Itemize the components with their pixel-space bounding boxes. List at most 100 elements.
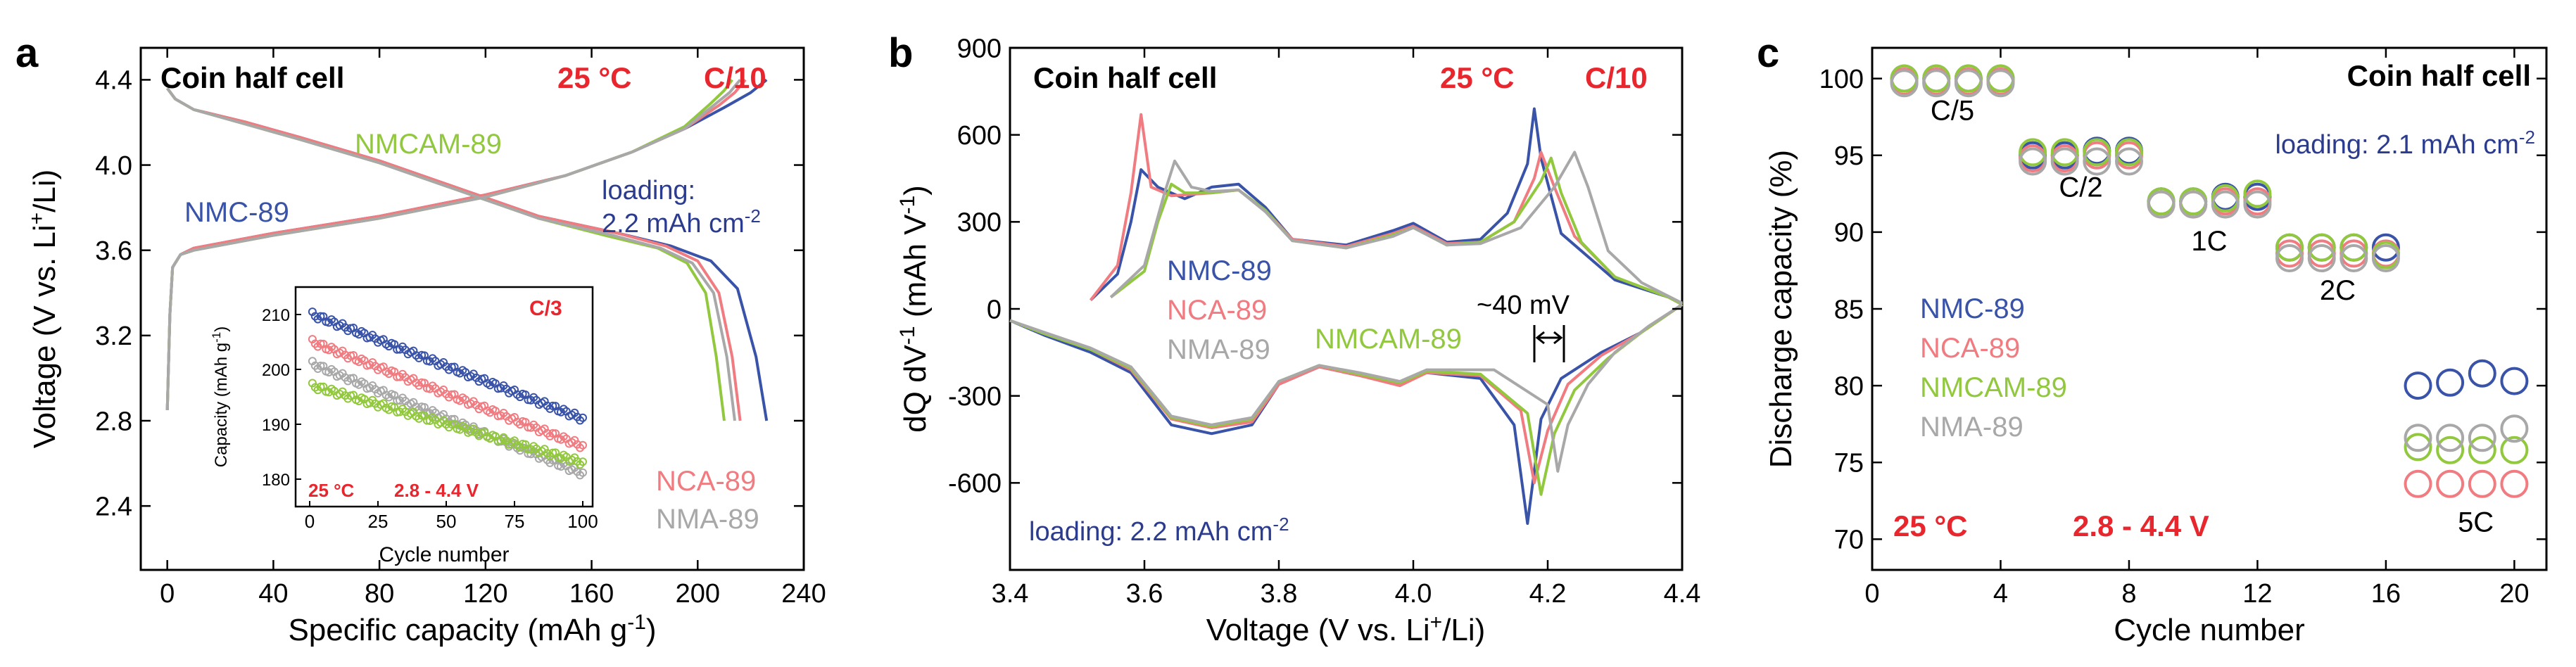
panel-c-legend-nca: NCA-89 [1920,333,2020,364]
panel-b-xlabel: Voltage (V vs. Li+/Li) [1206,611,1486,647]
panel-b-letter: b [888,30,913,76]
capacity-point [2275,244,2304,272]
panel-a-legend-nca: NCA-89 [656,466,756,497]
capacity-point [2404,424,2432,452]
rate-label: 2C [2320,275,2356,306]
panel-b-temp-label: 25 °C [1440,61,1515,94]
c-xtick-label: 4 [1993,579,2008,609]
panel-a-curves [165,78,769,421]
a-xtick-label: 0 [160,579,175,609]
inset-point [365,360,374,369]
b-xtick-label: 4.0 [1395,579,1432,609]
capacity-point [1986,69,2015,98]
c-ytick-label: 95 [1834,141,1864,171]
b-xtick-label: 3.6 [1126,579,1163,609]
capacity-point [2243,190,2272,219]
panel-a-plot-frame [139,46,805,571]
panel-a-loading-line1: loading: [602,176,695,205]
capacity-point [2436,469,2465,498]
capacity-point [2083,138,2111,167]
panel-a-rate-label: C/10 [704,61,766,94]
c-ytick-label: 100 [1819,65,1864,94]
panel-b-plot-frame [1009,46,1684,571]
capacity-point [2500,367,2529,395]
capacity-point [2500,414,2529,443]
rate-label: C/2 [2059,172,2102,203]
b-xtick-label: 3.4 [992,579,1029,609]
inset-point [548,428,557,438]
c-xtick-label: 12 [2242,579,2272,609]
a-xtick-label: 200 [676,579,720,609]
dqdv-charge-nma-89 [1109,151,1683,305]
inset-ytick-label: 190 [262,416,290,435]
capacity-point [2371,244,2400,272]
capacity-point [1922,69,1951,98]
capacity-point [2404,371,2432,400]
inset-xtick-label: 100 [567,511,598,532]
a-xtick-label: 160 [569,579,614,609]
panel-c-legend-nmc: NMC-89 [1920,293,2025,324]
inset-temp-label: 25 °C [308,480,355,501]
panel-c-rate-labels: C/5 C/2 1C 2C 5C [1931,96,2494,538]
panel-a-temp-label: 25 °C [557,61,632,94]
capacity-point [2404,469,2432,498]
capacity-point [2147,190,2176,219]
inset-ytick-label: 180 [262,471,290,490]
capacity-point [2115,138,2143,167]
capacity-point [2211,190,2240,219]
inset-point [365,333,374,342]
inset-point [439,386,448,394]
b-ytick-label: 0 [987,295,1002,324]
c-xtick-label: 20 [2499,579,2529,609]
inset-point [579,468,587,477]
inset-point [543,449,552,458]
panel-b-cell-label: Coin half cell [1033,61,1217,94]
panel-a-legend-nmcam: NMCAM-89 [355,129,502,160]
panel-c-ticks [1871,48,2546,570]
dqdv-discharge-nma-89 [1009,303,1684,473]
a-ytick-label: 2.4 [95,492,132,521]
b-ytick-label: -600 [948,469,1002,499]
panel-b-ylabel: dQ dV-1 (mAh V-1) [896,185,933,433]
capacity-point [2019,147,2047,176]
panel-c-legend-nmcam: NMCAM-89 [1920,372,2067,403]
capacity-point [2050,138,2079,167]
panel-a-xlabel: Specific capacity (mAh g-1) [288,611,656,647]
inset-point [338,369,347,378]
c-ytick-label: 90 [1834,218,1864,248]
panel-c-letter: c [1757,30,1779,76]
capacity-point [2340,244,2368,272]
inset-point [540,445,549,454]
capacity-point [2500,469,2529,498]
b-ytick-label: 300 [957,208,1002,238]
capacity-point [2115,147,2143,176]
c-ytick-label: 70 [1834,526,1864,555]
inset-point [579,413,587,422]
b-ytick-label: 900 [957,34,1002,63]
capacity-point [2275,233,2304,262]
panel-b: b 3.4 3.6 3.8 4.0 4.2 4.4 -600 -300 0 300 600 900 V… [888,30,1700,647]
inset-point [548,401,557,410]
inset-point [548,448,557,457]
inset-xlabel: Cycle number [379,543,509,566]
panel-a-inset: 0 25 50 75 100 180 190 200 210 C/3 25 °C 2.8 - 4… [210,286,598,566]
panel-b-shift-label: ~40 mV [1477,291,1570,320]
b-xtick-label: 4.4 [1664,579,1701,609]
inset-point [316,362,325,370]
a-xtick-label: 80 [365,579,394,609]
b-xtick-label: 4.2 [1529,579,1567,609]
panel-b-legend-nmcam: NMCAM-89 [1315,324,1462,355]
inset-ytick-label: 210 [262,306,290,325]
panel-b-loading-label: loading: 2.2 mAh cm-2 [1029,514,1289,547]
a-ytick-label: 3.2 [95,322,132,351]
inset-point [396,372,404,381]
c-xtick-label: 16 [2371,579,2401,609]
inset-xtick-label: 0 [305,511,315,532]
rate-label: C/5 [1931,96,1974,127]
inset-point [316,382,325,391]
panel-c-temp-label: 25 °C [1893,509,1968,542]
capacity-point [2019,138,2047,167]
capacity-point [1954,69,1983,98]
panel-a-legend-nma: NMA-89 [656,504,759,535]
